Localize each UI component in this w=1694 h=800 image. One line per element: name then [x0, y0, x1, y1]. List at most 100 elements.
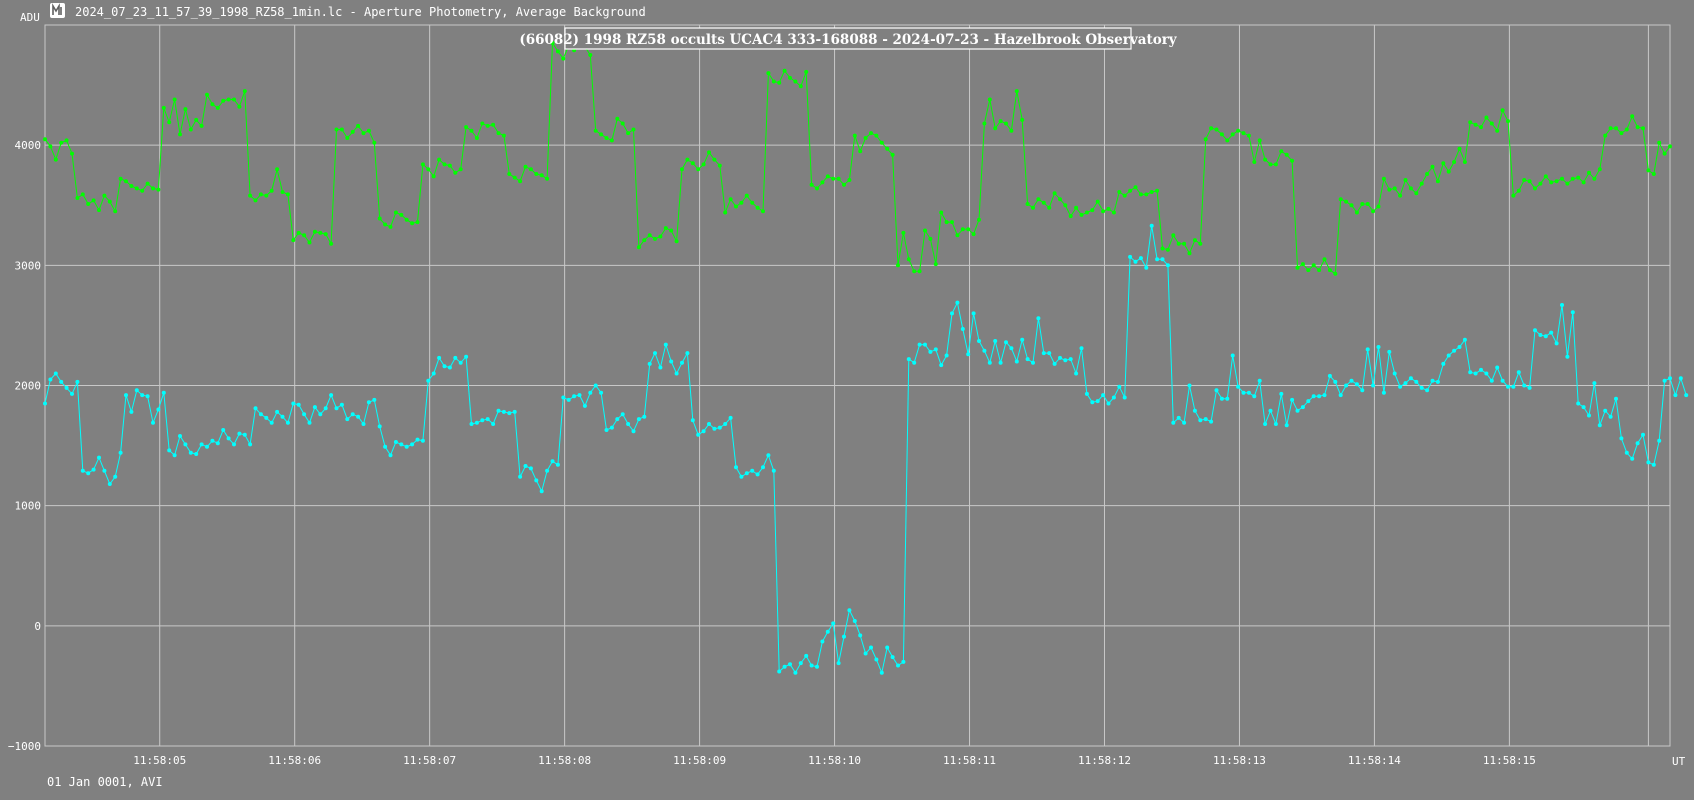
series-1-point: [642, 238, 647, 243]
series-1-point: [1425, 172, 1430, 176]
series-1-point: [890, 152, 895, 157]
series-1-point: [1565, 181, 1570, 186]
series-2-point: [1371, 383, 1376, 388]
series-2-point: [955, 300, 960, 305]
series-2-point: [750, 468, 755, 473]
series-2-point: [1473, 371, 1478, 376]
series-2-point: [1581, 405, 1586, 410]
series-2-point: [577, 393, 582, 398]
series-2-point: [696, 432, 701, 437]
x-tick-label: 11:58:12: [1078, 754, 1131, 767]
series-2-point: [917, 342, 922, 347]
series-1-point: [917, 269, 922, 274]
series-2-point: [1257, 378, 1262, 383]
series-1-point: [291, 238, 296, 243]
series-1-point: [1597, 167, 1602, 172]
series-2-point: [226, 436, 231, 441]
series-2-point: [1311, 394, 1316, 399]
series-1-point: [1004, 121, 1008, 126]
series-1-point: [1322, 257, 1327, 262]
series-2-point: [1641, 432, 1645, 437]
series-1-point: [561, 56, 566, 61]
series-1-point: [129, 184, 134, 188]
series-2-point: [1576, 401, 1581, 406]
window-icon[interactable]: [50, 3, 65, 18]
series-1-point: [863, 136, 868, 140]
series-2-point: [215, 441, 220, 446]
series-2-point: [91, 467, 96, 472]
series-2-point: [151, 420, 155, 425]
plot-frame: [44, 24, 1671, 747]
series-1-point: [1036, 197, 1041, 202]
series-1-point: [1128, 188, 1133, 193]
series-2-point: [480, 418, 485, 423]
series-2-point: [248, 442, 253, 447]
series-2-point: [102, 468, 107, 473]
series-2-point: [253, 406, 258, 411]
series-1-point: [1662, 151, 1667, 156]
series-2-point: [1657, 438, 1662, 443]
series-2-point: [1446, 353, 1451, 358]
series-1-point: [631, 127, 636, 132]
series-1-point: [366, 128, 371, 133]
series-1-point: [523, 164, 528, 169]
series-1-point: [1646, 168, 1651, 173]
series-1-point: [858, 149, 863, 154]
series-2-point: [555, 462, 560, 467]
series-1-point: [404, 217, 409, 222]
series-1-point: [1441, 161, 1446, 166]
series-2-point: [496, 408, 501, 413]
series-1-point: [680, 167, 684, 172]
series-1-point: [356, 123, 361, 128]
series-1-point: [647, 233, 652, 238]
series-2-point: [1565, 354, 1570, 359]
series-2-point: [572, 394, 577, 399]
series-2-point: [1322, 393, 1327, 398]
series-2-point: [523, 464, 528, 468]
x-tick-label: 11:58:15: [1483, 754, 1536, 767]
series-1-point: [1495, 128, 1500, 133]
series-1-line: [44, 41, 1671, 275]
series-2-point: [1268, 408, 1273, 413]
y-tick-label: 2000: [15, 380, 42, 393]
series-1-point: [1414, 191, 1419, 196]
series-2-point: [1009, 346, 1014, 351]
series-1-point: [242, 89, 247, 94]
series-1-point: [161, 105, 166, 110]
series-1-point: [777, 80, 782, 85]
series-2-point: [685, 351, 690, 356]
series-2-point: [518, 474, 523, 479]
series-1-point: [1403, 178, 1408, 182]
series-1-point: [766, 71, 771, 76]
x-tick-label: 11:58:08: [538, 754, 591, 767]
series-2-point: [1079, 346, 1084, 351]
series-2-point: [1651, 462, 1656, 467]
series-1-point: [696, 167, 701, 172]
series-2-point: [1522, 383, 1527, 388]
series-1-point: [669, 228, 674, 233]
chart-title-box: [564, 27, 1132, 50]
series-2-point: [923, 342, 927, 347]
series-2-point: [847, 608, 852, 613]
series-2-point: [1376, 345, 1381, 349]
series-1-point: [755, 205, 760, 210]
series-1-point: [1149, 190, 1154, 194]
series-1-point: [977, 217, 981, 222]
series-2-point: [485, 417, 490, 422]
series-2-point: [987, 360, 992, 365]
series-1-point: [269, 188, 274, 193]
series-2-point: [950, 311, 954, 316]
series-1-point: [1371, 209, 1376, 214]
series-2-point: [831, 621, 836, 626]
series-2-point: [458, 360, 463, 365]
series-2-point: [939, 363, 944, 368]
series-2-point: [1014, 359, 1019, 364]
x-tick-label: 11:58:13: [1213, 754, 1266, 767]
series-2-point: [798, 661, 803, 666]
series-1-point: [1376, 204, 1381, 209]
series-2-point: [1327, 373, 1332, 378]
series-1-point: [1354, 210, 1359, 215]
series-1-point: [998, 119, 1003, 124]
series-2-point: [1306, 399, 1311, 404]
series-1-point: [1111, 210, 1116, 215]
